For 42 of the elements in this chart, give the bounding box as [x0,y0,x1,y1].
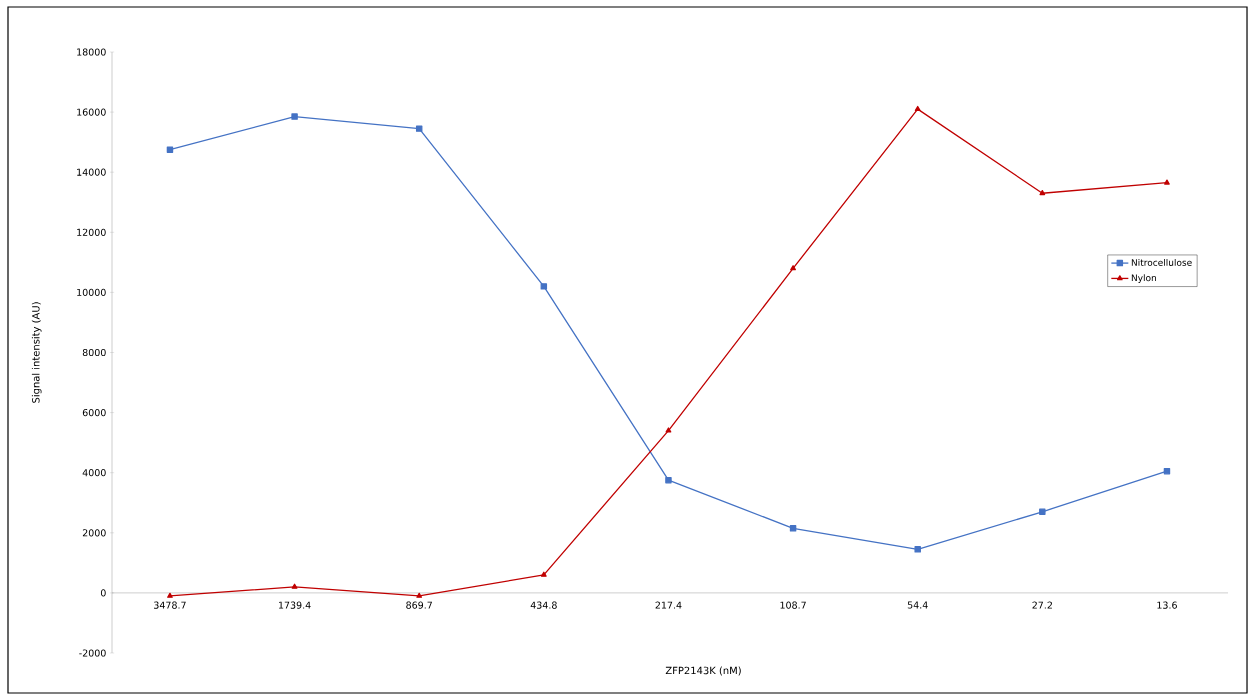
point [665,427,672,433]
x-tick-label: 217.4 [655,601,682,609]
y-tick-label: 6000 [82,409,106,417]
y-tick-label: 10000 [77,288,106,296]
point [167,592,173,598]
y-axis-title: Signal intensity (AU) [31,302,42,403]
point [914,546,921,553]
y-tick-label: 16000 [77,108,106,116]
point [415,125,423,132]
y-tick-label: 0 [100,589,106,597]
x-tick-label: 3478.7 [154,601,186,609]
y-tick-label: 18000 [77,48,106,56]
x-tick-label: 108.7 [780,601,806,609]
point [416,592,423,598]
x-tick-label: 54.4 [907,601,928,609]
x-tick-label: 27.2 [1032,601,1052,609]
y-tick-label: 4000 [82,469,106,477]
x-tick-label: 869.7 [406,601,432,609]
y-tick-label: 8000 [82,348,106,357]
point [789,525,797,532]
point [1039,508,1046,516]
point [1164,179,1170,185]
point [540,571,547,577]
point [291,113,298,120]
x-axis-title: ZFP2143K (nM) [665,666,741,676]
x-tick-label: 1739.4 [279,601,311,609]
point [291,583,298,589]
y-tick-label: 12000 [77,228,106,236]
x-tick-label: 434.8 [530,601,557,609]
x-tick-label: 13.6 [1157,601,1177,609]
point [790,265,796,271]
point [665,476,672,484]
y-tick-label: 2000 [82,529,106,537]
y-tick-label: -2000 [79,649,106,657]
point [1163,467,1171,475]
point [166,146,174,153]
point [914,105,921,112]
point [1039,189,1046,196]
legend-label: Nylon [1131,274,1156,283]
legend-label: Nitrocellulose [1131,258,1192,266]
point [540,283,548,290]
y-tick-label: 14000 [77,168,106,176]
